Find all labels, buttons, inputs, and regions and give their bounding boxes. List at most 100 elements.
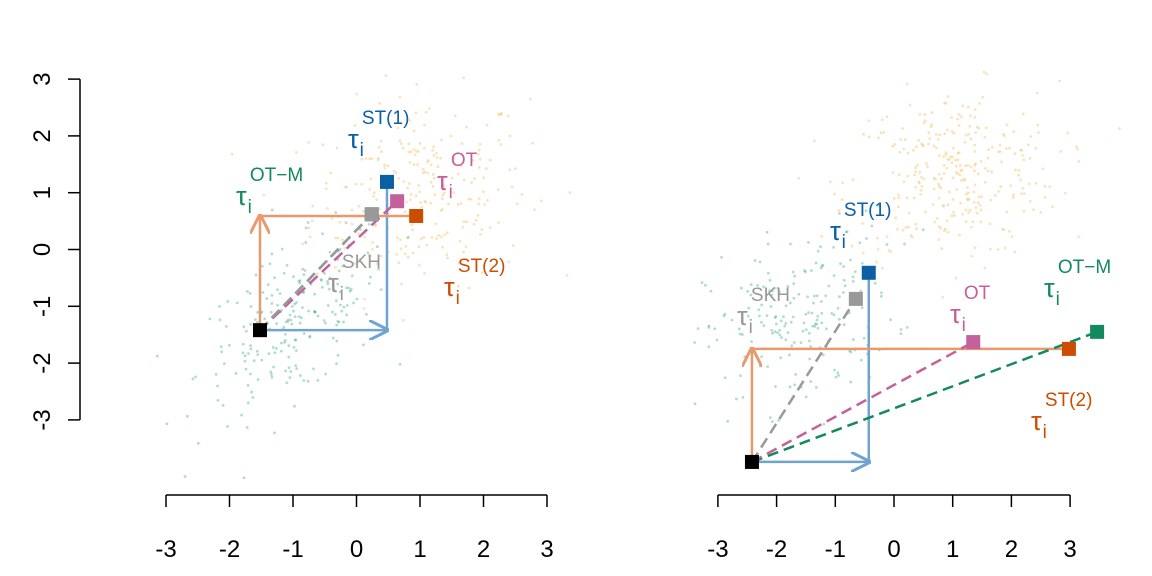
label-skh: τiSKH — [328, 252, 381, 305]
target-point — [360, 182, 364, 186]
x-tick-label: -2 — [219, 536, 240, 563]
target-point — [345, 185, 349, 189]
target-point — [406, 186, 410, 190]
source-point — [783, 324, 787, 328]
target-point — [918, 181, 921, 185]
source-point — [242, 325, 246, 329]
source-point — [333, 313, 337, 316]
source-point — [853, 270, 857, 274]
source-point — [326, 282, 330, 286]
target-point — [912, 196, 916, 200]
target-point — [975, 125, 979, 129]
target-point — [1021, 153, 1025, 157]
source-point — [301, 306, 304, 310]
target-point — [1043, 184, 1047, 188]
target-point — [973, 246, 977, 250]
source-point — [715, 338, 719, 342]
source-point — [760, 303, 764, 307]
target-point — [1027, 182, 1031, 186]
target-point — [383, 163, 386, 167]
target-point — [310, 219, 314, 223]
target-point — [953, 158, 957, 162]
target-point — [965, 198, 969, 202]
target-point — [934, 133, 938, 136]
target-point — [398, 95, 402, 99]
target-point — [935, 216, 939, 220]
target-point — [478, 232, 482, 236]
source-point — [859, 358, 863, 362]
target-point — [395, 253, 399, 256]
target-point — [1051, 205, 1054, 209]
target-point — [1029, 135, 1033, 138]
source-point — [324, 372, 328, 376]
source-point — [185, 414, 189, 418]
target-point — [833, 192, 836, 196]
source-point — [218, 318, 222, 322]
target-point — [933, 220, 937, 224]
target-point — [937, 154, 941, 157]
source-point — [293, 404, 296, 408]
target-point — [343, 246, 347, 250]
target-point — [478, 142, 482, 146]
source-point — [809, 345, 812, 348]
source-point — [274, 347, 278, 350]
target-point — [975, 211, 979, 215]
source-point — [249, 344, 252, 348]
target-point — [515, 202, 519, 206]
target-point — [966, 191, 970, 195]
target-point — [979, 208, 983, 212]
x-tick-label: -1 — [825, 536, 846, 563]
target-point — [439, 208, 443, 212]
target-point — [1004, 147, 1008, 151]
target-point — [434, 151, 438, 155]
target-point — [433, 193, 437, 197]
target-point — [441, 245, 444, 249]
target-point — [440, 175, 444, 179]
source-point — [316, 379, 320, 382]
source-point — [335, 323, 339, 327]
target-point — [373, 224, 377, 227]
source-point — [765, 230, 769, 234]
target-point — [423, 199, 427, 203]
source-point — [298, 321, 302, 325]
target-point — [416, 163, 419, 166]
target-point — [467, 286, 471, 290]
target-point — [1011, 196, 1015, 199]
target-point — [984, 126, 988, 130]
source-point — [292, 275, 295, 279]
source-point — [770, 328, 774, 332]
source-point — [788, 385, 792, 389]
target-point — [957, 113, 961, 116]
target-point — [968, 208, 972, 212]
source-point — [155, 354, 159, 358]
x-tick-label: 3 — [1063, 536, 1076, 563]
target-point — [919, 192, 923, 196]
target-point — [329, 171, 333, 175]
target-point — [482, 176, 486, 180]
source-point — [792, 341, 796, 344]
source-point — [246, 401, 250, 405]
target-point — [969, 165, 973, 169]
target-point — [985, 72, 988, 76]
target-point — [431, 185, 435, 188]
target-point — [324, 181, 328, 185]
x-tick-label: 1 — [413, 536, 426, 563]
target-point — [979, 220, 983, 224]
target-point — [953, 214, 957, 217]
source-point — [336, 353, 340, 357]
target-point — [951, 155, 954, 159]
target-point — [926, 165, 929, 169]
target-point — [340, 238, 344, 242]
origin-marker — [744, 454, 759, 469]
target-point — [442, 191, 446, 195]
source-point — [776, 331, 779, 335]
source-point — [804, 395, 808, 399]
source-point — [321, 232, 324, 236]
target-point — [936, 138, 940, 141]
target-point — [514, 167, 517, 171]
target-point — [402, 180, 406, 183]
source-point — [249, 322, 253, 326]
target-point — [343, 185, 347, 189]
target-point — [368, 187, 372, 191]
source-point — [859, 289, 863, 293]
